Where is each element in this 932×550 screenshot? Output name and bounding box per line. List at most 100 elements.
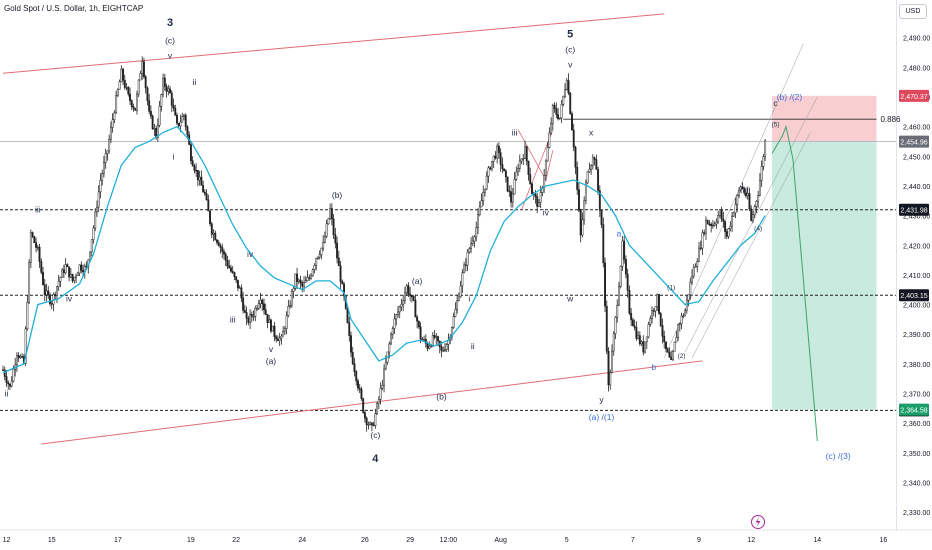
candle-body (524, 146, 526, 159)
candle-body (136, 93, 138, 111)
candle-body (61, 269, 64, 278)
candle-body (202, 185, 205, 193)
candle-body (176, 114, 178, 124)
candle-body (384, 362, 387, 370)
candle-body (701, 232, 704, 249)
x-tick-label: 5 (565, 537, 569, 544)
candle-body (280, 335, 283, 339)
candle-body (755, 200, 758, 207)
candle-body (464, 264, 467, 266)
lightning-icon[interactable] (751, 515, 765, 529)
candle-body (134, 107, 137, 111)
candle-body (729, 225, 732, 229)
candle-body (489, 167, 492, 170)
price-tag-label: 2,470.37 (900, 94, 927, 101)
candle-body (459, 285, 462, 298)
candle-body (123, 79, 126, 88)
candle-body (490, 161, 493, 170)
candle-body (444, 349, 446, 351)
candle-body (2, 369, 4, 371)
stop-loss-zone (772, 95, 877, 142)
wave-label: (5) (772, 122, 780, 129)
candle-body (544, 160, 547, 176)
candle-body (353, 363, 356, 372)
wave-labels: 3(c)viiiiiiiviiiviiiv(a)(b)(a)(b)(c)4iii… (5, 17, 851, 465)
price-tags: 2,431.982,403.152,364.312,454.962,470.37… (899, 89, 929, 417)
wedge-line (517, 129, 547, 181)
candle-body (706, 219, 709, 225)
candle-body (17, 355, 20, 359)
candle-body (725, 231, 728, 237)
candle-body (710, 223, 713, 227)
candle-body (537, 202, 540, 207)
candle-body (381, 385, 384, 389)
candle-body (191, 160, 194, 167)
candle-body (278, 337, 281, 342)
candle-body (461, 272, 464, 287)
candle-body (42, 272, 44, 285)
candle-body (743, 188, 746, 194)
candle-body (503, 168, 506, 172)
candle-body (598, 190, 601, 211)
y-tick-label: 2,440.00 (903, 184, 930, 191)
candle-body (711, 224, 714, 227)
candle-body (162, 77, 165, 95)
candle-body (506, 176, 509, 192)
candle-body (485, 175, 488, 190)
x-tick-label: 9 (697, 537, 701, 544)
candle-body (659, 313, 662, 326)
candle-body (680, 315, 683, 324)
candle-body (96, 206, 98, 213)
wave-label: (b) (436, 391, 447, 401)
candle-body (369, 422, 372, 425)
candle-body (609, 372, 612, 386)
ema-series (2, 125, 766, 374)
candle-body (316, 256, 319, 259)
wave-label: v (269, 344, 274, 354)
position-zones (772, 95, 877, 410)
candle-body (431, 335, 434, 347)
candle-body (398, 306, 401, 313)
candle-body (256, 307, 258, 310)
candle-body (591, 157, 594, 166)
candle-body (169, 88, 171, 94)
candle-body (536, 196, 539, 207)
candle-body (106, 150, 109, 154)
candle-body (437, 336, 439, 342)
wave-label: iv (543, 208, 550, 218)
candle-body (452, 316, 455, 328)
candle-body (174, 107, 177, 116)
candle-body (243, 310, 246, 313)
candle-body (318, 254, 321, 258)
candle-body (480, 200, 483, 208)
candle-body (504, 170, 507, 178)
candle-body (252, 316, 255, 318)
currency-selector[interactable]: USD (899, 4, 927, 19)
candle-body (337, 257, 340, 266)
candle-body (414, 300, 417, 318)
candle-body (758, 180, 761, 196)
symbol-title: Gold Spot / U.S. Dollar, 1h, EIGHTCAP (4, 4, 144, 13)
candle-body (546, 147, 549, 162)
candle-body (303, 282, 305, 287)
candle-body (163, 77, 166, 87)
candle-body (127, 87, 130, 95)
candle-body (209, 210, 212, 225)
candle-body (374, 413, 377, 426)
wave-label: x (589, 128, 594, 138)
candle-body (186, 126, 189, 136)
candle-body (423, 339, 426, 341)
candle-body (348, 322, 351, 336)
candle-body (189, 144, 192, 161)
candle-body (687, 294, 690, 301)
candle-body (607, 350, 610, 386)
candle-body (21, 356, 24, 358)
candle-body (214, 232, 217, 241)
candle-body (508, 190, 511, 192)
candle-body (691, 275, 693, 283)
candle-body (631, 319, 634, 327)
candle-body (294, 273, 297, 289)
candle-body (355, 371, 358, 382)
